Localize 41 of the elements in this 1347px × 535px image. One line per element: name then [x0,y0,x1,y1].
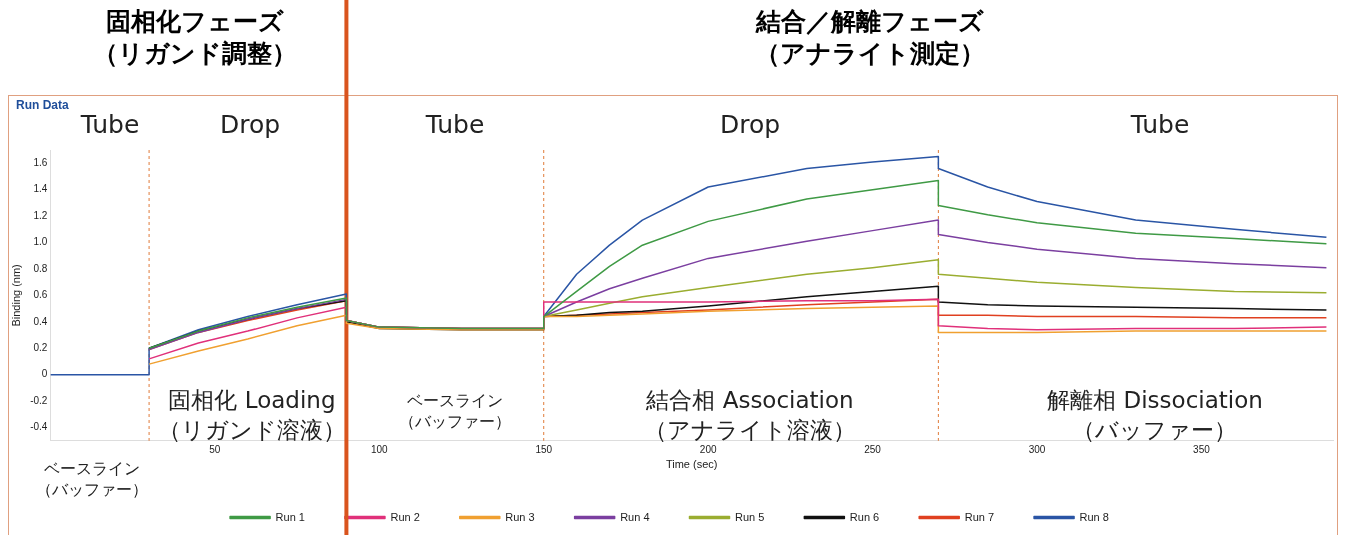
legend-label: Run 1 [275,510,305,523]
y-tick-label: 1.6 [33,156,48,168]
y-tick-label: 1.2 [33,209,48,221]
y-axis-title: Binding (nm) [9,264,22,327]
text: Drop [219,110,281,140]
y-tick-label: 0.8 [33,262,48,274]
x-axis-title: Time (sec) [665,458,718,471]
x-tick-label: 50 [209,443,221,455]
legend-label: Run 5 [735,510,765,523]
x-tick-label: 150 [535,443,553,455]
text: 固相化フェーズ（リガンド調整） [93,6,297,70]
text: Tube [425,110,485,140]
y-tick-label: 1.4 [33,183,48,195]
text: ベースライン（バッファー） [36,458,148,500]
legend-label: Run 6 [849,510,880,523]
x-tick-label: 300 [1028,443,1046,455]
y-tick-label: 0.6 [33,289,48,301]
y-tick-label: 0.2 [33,342,48,354]
text: Tube [80,110,140,140]
legend-label: Run 8 [1079,510,1109,523]
annotation: 解離相 Dissociation（バッファー） [1047,386,1263,445]
x-tick-label: 200 [699,443,717,455]
legend-label: Run 4 [620,510,650,523]
text: Drop [719,110,781,140]
y-tick-label: 1.0 [33,236,48,248]
text: 結合／解離フェーズ（アナライト測定） [755,6,985,70]
text: Tube [1130,110,1190,140]
y-tick-label: -0.2 [30,394,48,406]
x-tick-label: 100 [370,443,389,455]
x-tick-label: 250 [864,443,882,455]
annotation: 結合相 Association（アナライト溶液） [644,386,856,445]
y-tick-label: -0.4 [30,421,48,433]
annotation: 固相化 Loading（リガンド溶液） [158,386,346,445]
y-tick-label: 0 [41,368,48,380]
chart-title: Run Data [16,98,69,112]
x-tick-label: 350 [1193,443,1211,455]
y-tick-label: 0.4 [33,315,48,327]
legend-label: Run 2 [390,510,420,523]
legend-label: Run 7 [964,510,995,523]
annotation: ベースライン（バッファー） [399,390,511,432]
legend-label: Run 3 [505,510,535,523]
